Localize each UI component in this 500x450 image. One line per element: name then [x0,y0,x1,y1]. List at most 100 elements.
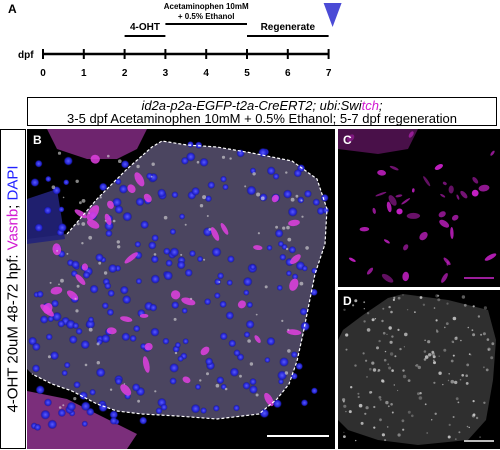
signal-speckle [407,410,411,414]
vasnb-cell [389,165,399,171]
dapi-nucleus [322,206,330,214]
signal-speckle [442,383,444,386]
vasnb-cell [106,327,117,335]
signal-speckle [369,391,372,394]
dapi-nucleus [47,419,58,430]
signal-speckle [463,303,467,307]
signal-speckle [390,310,393,314]
dapi-nucleus [242,381,251,390]
dapi-nucleus [171,301,180,310]
vasnb-cell [144,342,153,351]
signal-speckle [299,281,304,286]
signal-speckle [47,355,51,359]
dapi-nucleus [290,351,298,359]
dapi-nucleus [57,408,67,418]
treatment-label-4oht: 4-OHT [130,22,160,33]
vasnb-cell [86,205,100,221]
vasnb-cell [471,189,479,197]
signal-speckle [136,164,140,169]
signal-speckle [406,309,409,311]
signal-speckle [390,403,393,406]
signal-speckle [196,160,200,164]
vasnb-cell [434,164,443,170]
signal-speckle [154,390,157,393]
vasnb-cell [52,243,62,256]
dapi-nucleus [196,255,204,263]
vasnb-cell [74,209,87,219]
signal-speckle [290,197,295,202]
signal-speckle [381,319,384,323]
dapi-nucleus [148,241,157,250]
dapi-nucleus [169,228,177,235]
vasnb-cell [90,154,100,164]
vasnb-cell [271,194,279,203]
dapi-nucleus [266,244,273,251]
vasnb-cell [134,172,145,187]
dapi-nucleus [190,403,201,414]
signal-speckle [448,373,450,375]
dapi-nucleus [119,285,129,295]
dapi-nucleus [194,383,202,390]
signal-speckle [431,419,433,421]
dapi-nucleus [249,263,256,271]
signal-speckle [76,222,80,226]
signal-speckle [419,296,423,299]
vasnb-cell [450,227,454,239]
signal-speckle [88,327,93,332]
dapi-nucleus [75,327,83,335]
dapi-nucleus [176,260,186,270]
dapi-nucleus [150,274,160,284]
dapi-nucleus [285,270,292,277]
signal-speckle [452,341,455,344]
signal-speckle [305,246,309,250]
signal-speckle [431,352,435,356]
dapi-nucleus [134,241,142,248]
signal-speckle [470,354,472,356]
caption-line1: id2a-p2a-EGFP-t2a-CreERT2; ubi:Switch; [28,99,496,112]
vasnb-cell [237,300,246,309]
signal-speckle [184,223,187,226]
dapi-nucleus [293,169,302,178]
signal-speckle [402,294,404,296]
signal-speckle [58,406,62,409]
dapi-nucleus [82,271,91,279]
signal-speckle [455,397,459,401]
signal-speckle [461,374,464,377]
dapi-nucleus [228,339,237,348]
dapi-nucleus [33,423,42,431]
vasnb-cell [383,239,390,244]
signal-speckle [256,192,261,197]
vasnb-cell [478,184,490,192]
signal-speckle [491,342,495,346]
signal-speckle [393,384,395,386]
merged-micrograph [27,129,330,449]
signal-speckle [180,253,183,256]
dapi-nucleus [165,259,173,267]
dapi-nucleus [34,223,44,233]
vasnb-cell [490,150,495,156]
signal-speckle [373,426,376,429]
dapi-nucleus [214,292,221,299]
signal-speckle [286,225,290,230]
dapi-nucleus [135,278,143,285]
dapi-nucleus [32,342,41,352]
dapi-nucleus [146,172,153,180]
dapi-nucleus [114,205,124,214]
signal-speckle [404,332,408,337]
signal-speckle [402,428,405,431]
vasnb-cell [386,201,392,213]
dapi-nucleus [122,211,133,222]
signal-speckle [56,249,59,252]
dapi-nucleus [80,339,90,350]
signal-speckle [257,232,260,235]
dapi-nucleus [276,284,283,291]
dapi-nucleus [295,362,304,371]
signal-speckle [221,155,226,159]
vasnb-cell [403,244,409,251]
dapi-nucleus [320,193,329,202]
vasnb-cell [81,263,89,271]
dapi-nucleus [34,159,43,168]
signal-speckle [477,315,481,318]
timepoint-marker-icon [323,3,342,27]
dapi-nucleus [217,272,225,280]
